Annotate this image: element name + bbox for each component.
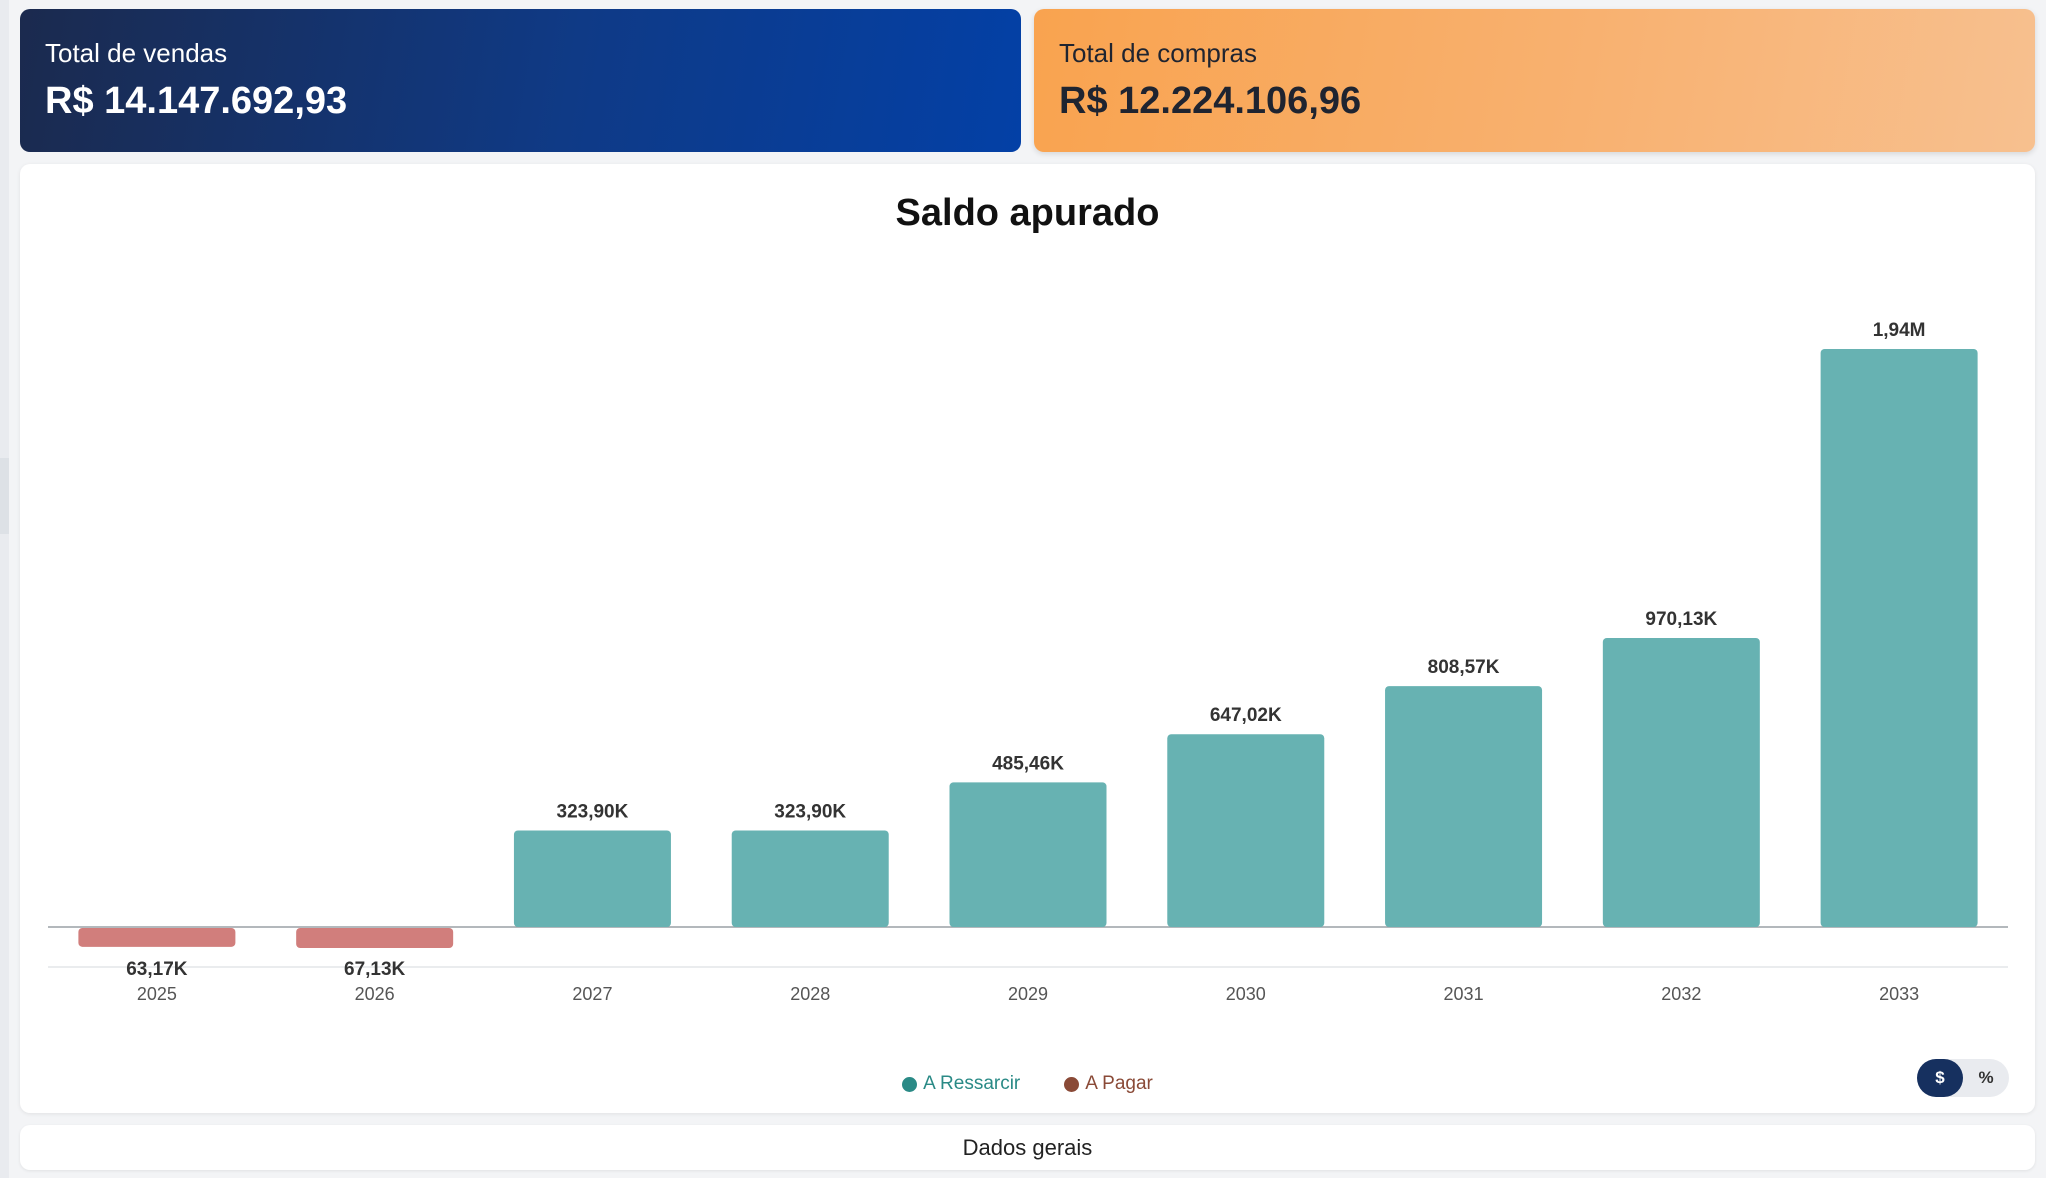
- x-tick-label-2030: 2030: [1226, 984, 1266, 1004]
- data-label-2028: 323,90K: [774, 801, 846, 822]
- dados-gerais-section[interactable]: Dados gerais: [20, 1125, 2035, 1170]
- bar-2027[interactable]: [513, 830, 671, 927]
- kpi-sales-label: Total de vendas: [45, 38, 228, 68]
- x-tick-label-2027: 2027: [572, 984, 612, 1004]
- bar-2030[interactable]: [1167, 734, 1325, 927]
- kpi-card-sales: Total de vendas R$ 14.147.692,93: [20, 9, 1021, 152]
- x-tick-label-2029: 2029: [1008, 984, 1048, 1004]
- data-label-2029: 485,46K: [992, 753, 1064, 774]
- chart-legend: A Ressarcir A Pagar: [20, 1070, 2035, 1098]
- chart-card: Saldo apurado 63,17K 2025 67,13K 2026 323,90…: [20, 164, 2035, 1113]
- data-label-2032: 970,13K: [1645, 609, 1717, 630]
- bar-2026[interactable]: [296, 928, 454, 949]
- bar-2031[interactable]: [1385, 686, 1543, 927]
- toggle-percent-option[interactable]: %: [1978, 1068, 1994, 1087]
- data-label-2033: 1,94M: [1873, 320, 1926, 341]
- left-rail: [0, 0, 9, 1178]
- left-rail-handle[interactable]: [0, 458, 9, 534]
- x-tick-label-2033: 2033: [1879, 984, 1919, 1004]
- data-label-2030: 647,02K: [1210, 705, 1282, 726]
- legend-dot-icon: [1064, 1076, 1080, 1092]
- x-tick-label-2031: 2031: [1444, 984, 1484, 1004]
- bar-2029[interactable]: [949, 782, 1107, 927]
- legend-label: A Ressarcir: [923, 1073, 1021, 1094]
- legend-item-a-ressarcir[interactable]: A Ressarcir: [902, 1070, 1020, 1098]
- chart-title: Saldo apurado: [895, 192, 1160, 234]
- kpi-sales-value: R$ 14.147.692,93: [45, 80, 348, 122]
- kpi-purchases-value: R$ 12.224.106,96: [1059, 80, 1362, 122]
- dados-gerais-label: Dados gerais: [962, 1134, 1093, 1160]
- data-label-2026: 67,13K: [344, 959, 406, 980]
- x-tick-label-2028: 2028: [790, 984, 830, 1004]
- x-tick-label-2025: 2025: [137, 984, 177, 1004]
- toggle-currency-option[interactable]: $: [1917, 1059, 1963, 1097]
- currency-percent-toggle[interactable]: $ %: [1917, 1059, 2009, 1097]
- legend-label: A Pagar: [1085, 1073, 1153, 1094]
- data-label-2025: 63,17K: [126, 959, 188, 980]
- legend-item-a-pagar[interactable]: A Pagar: [1064, 1070, 1153, 1098]
- data-label-2031: 808,57K: [1428, 657, 1500, 678]
- bar-2032[interactable]: [1602, 637, 1760, 927]
- bar-2028[interactable]: [731, 830, 889, 927]
- x-tick-label-2026: 2026: [355, 984, 395, 1004]
- kpi-card-purchases: Total de compras R$ 12.224.106,96: [1034, 9, 2035, 152]
- x-tick-label-2032: 2032: [1661, 984, 1701, 1004]
- data-label-2027: 323,90K: [557, 801, 629, 822]
- kpi-purchases-label: Total de compras: [1059, 38, 1257, 68]
- bar-2025[interactable]: [78, 928, 236, 947]
- legend-dot-icon: [902, 1076, 918, 1092]
- bar-2033[interactable]: [1820, 349, 1978, 927]
- bar-chart: 63,17K 2025 67,13K 2026 323,90K 2027 323,90K 20…: [48, 320, 2008, 1004]
